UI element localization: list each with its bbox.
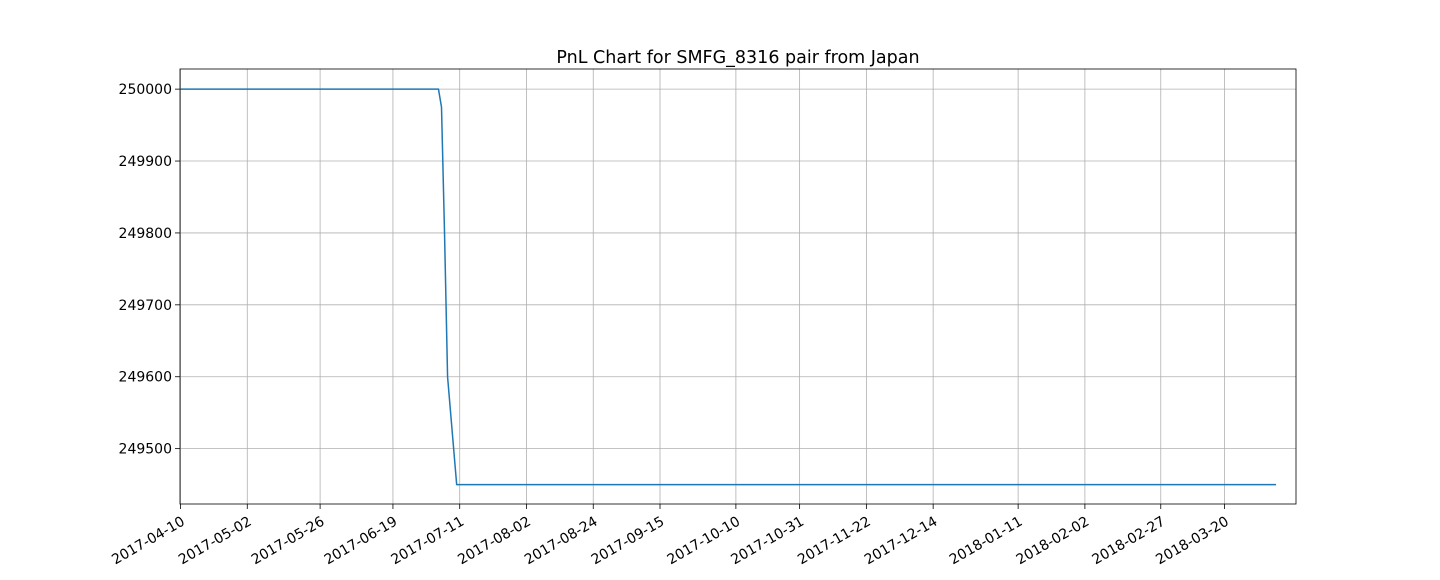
- y-tick-label: 249800: [119, 226, 172, 242]
- y-tick-label: 249700: [119, 298, 172, 314]
- x-tick-label: 2017-10-31: [728, 514, 806, 569]
- x-tick-label: 2018-03-20: [1153, 514, 1231, 569]
- x-tick-label: 2018-02-02: [1014, 514, 1092, 569]
- x-tick-label: 2017-04-10: [109, 514, 187, 569]
- x-tick-label: 2017-05-26: [249, 514, 328, 569]
- x-tick-label: 2017-08-02: [455, 514, 533, 569]
- x-tick-label: 2017-12-14: [862, 514, 941, 569]
- y-tick-label: 249600: [119, 370, 172, 386]
- x-tick-label: 2017-08-24: [522, 514, 601, 569]
- y-tick-label: 249500: [119, 442, 172, 458]
- series-layer: [180, 88, 1277, 486]
- y-tick-label: 250000: [119, 82, 172, 98]
- y-tick-label: 249900: [119, 154, 172, 170]
- frame-layer: [179, 68, 1297, 505]
- x-tick-label: 2017-11-22: [795, 514, 873, 569]
- pnl-series-line: [180, 88, 1277, 486]
- x-tick-label: 2017-09-15: [589, 514, 667, 569]
- x-tick-label: 2017-06-19: [322, 514, 400, 569]
- x-tick-label: 2018-01-11: [947, 514, 1025, 569]
- ticks-layer: 2017-04-102017-05-022017-05-262017-06-19…: [109, 82, 1231, 568]
- grid-layer: [180, 69, 1296, 504]
- x-tick-label: 2017-07-11: [388, 514, 466, 569]
- x-tick-label: 2017-05-02: [176, 514, 254, 569]
- chart-title: PnL Chart for SMFG_8316 pair from Japan: [556, 48, 919, 68]
- plot-frame: [179, 68, 1297, 505]
